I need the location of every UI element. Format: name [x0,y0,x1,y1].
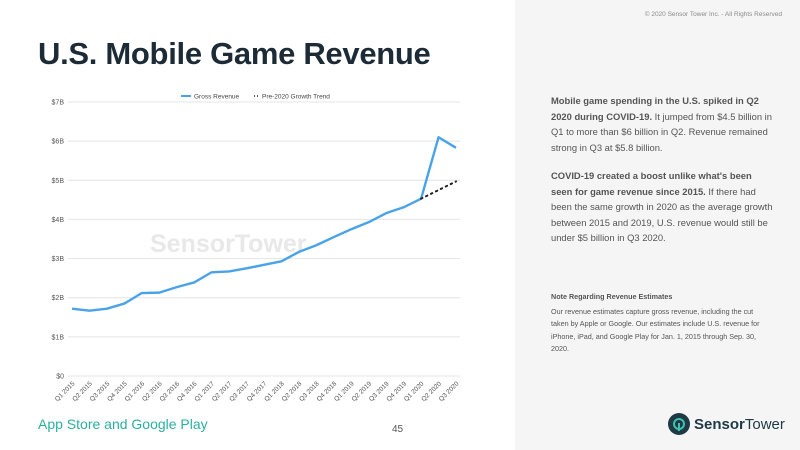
chart-pane [0,0,515,450]
footer-platform-label: App Store and Google Play [38,416,208,432]
insight-lead: COVID-19 created a boost unlike what's b… [551,170,752,197]
note-title: Note Regarding Revenue Estimates [551,292,673,301]
page-title: U.S. Mobile Game Revenue [38,36,431,71]
y-tick-label: $1B [52,334,65,341]
y-tick-label: $2B [52,295,65,302]
note-body: Our revenue estimates capture gross reve… [551,307,760,353]
insight-detail: If there had been the same growth in 202… [551,185,773,244]
insight-paragraph-covid-spike: Mobile game spending in the U.S. spiked … [551,93,773,155]
y-tick-label: $5B [52,178,65,185]
revenue-line-chart: SensorTower Gross Revenue Pre-2020 Growth… [52,93,461,403]
logo-word-tower: Tower [744,415,785,433]
logo-icon [668,413,690,435]
logo-word-sensor: Sensor [694,415,745,433]
commentary-pane [515,0,800,450]
y-tick-label: $7B [52,100,65,107]
y-tick-label: $4B [52,217,65,224]
insight-lead: Mobile game spending in the U.S. spiked … [551,95,759,122]
insight-detail: It jumped from $4.5 billion in Q1 to mor… [551,110,772,153]
sensor-tower-logo: SensorTower [668,412,785,436]
watermark-text: SensorTower [150,230,307,258]
copyright-notice: © 2020 Sensor Tower Inc. - All Rights Re… [644,11,782,18]
legend-label-gross-revenue: Gross Revenue [194,93,240,100]
series-line-trend [420,180,457,200]
insight-paragraph-growth-trend: COVID-19 created a boost unlike what's b… [551,168,773,246]
y-tick-label: $0 [56,374,64,381]
legend-label-trend: Pre-2020 Growth Trend [262,93,330,100]
x-tick-label: Q3 2020 [438,380,461,403]
y-tick-label: $3B [52,256,65,263]
page-number: 45 [392,424,404,435]
series-line-gross-revenue [71,136,457,312]
y-tick-label: $6B [52,139,65,146]
logo-wordmark: SensorTower [694,416,785,433]
